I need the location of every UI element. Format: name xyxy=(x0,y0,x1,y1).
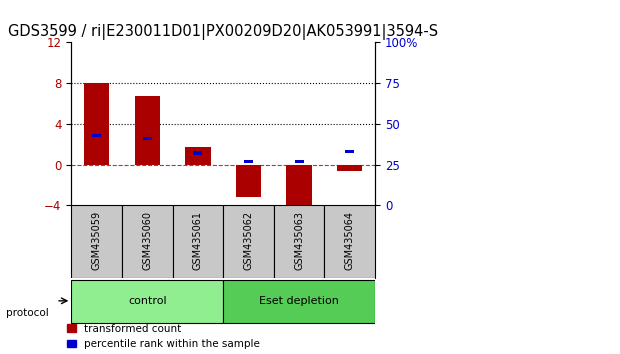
Text: GSM435061: GSM435061 xyxy=(193,211,203,270)
Bar xyxy=(92,133,101,137)
Bar xyxy=(185,147,211,165)
Bar xyxy=(143,137,152,140)
Title: GDS3599 / ri|E230011D01|PX00209D20|AK053991|3594-S: GDS3599 / ri|E230011D01|PX00209D20|AK053… xyxy=(8,23,438,40)
Legend: transformed count, percentile rank within the sample: transformed count, percentile rank withi… xyxy=(67,324,260,349)
Text: protocol: protocol xyxy=(6,308,49,318)
Text: control: control xyxy=(128,296,167,306)
FancyBboxPatch shape xyxy=(122,205,172,278)
FancyBboxPatch shape xyxy=(71,205,122,278)
Text: GSM435059: GSM435059 xyxy=(92,211,102,270)
Bar xyxy=(244,160,253,163)
Bar xyxy=(286,165,312,210)
Bar xyxy=(345,150,355,153)
Bar xyxy=(337,165,363,171)
FancyBboxPatch shape xyxy=(172,205,223,278)
Bar xyxy=(294,160,304,163)
FancyBboxPatch shape xyxy=(71,280,223,323)
FancyBboxPatch shape xyxy=(274,205,324,278)
Text: GSM435063: GSM435063 xyxy=(294,211,304,270)
Bar xyxy=(84,83,109,165)
Bar xyxy=(193,152,203,155)
Bar xyxy=(236,165,261,197)
Text: GSM435060: GSM435060 xyxy=(142,211,153,270)
Bar xyxy=(135,96,160,165)
Text: GSM435062: GSM435062 xyxy=(244,211,254,270)
Text: Eset depletion: Eset depletion xyxy=(259,296,339,306)
FancyBboxPatch shape xyxy=(223,280,375,323)
FancyBboxPatch shape xyxy=(324,205,375,278)
FancyBboxPatch shape xyxy=(223,205,274,278)
Text: GSM435064: GSM435064 xyxy=(345,211,355,270)
